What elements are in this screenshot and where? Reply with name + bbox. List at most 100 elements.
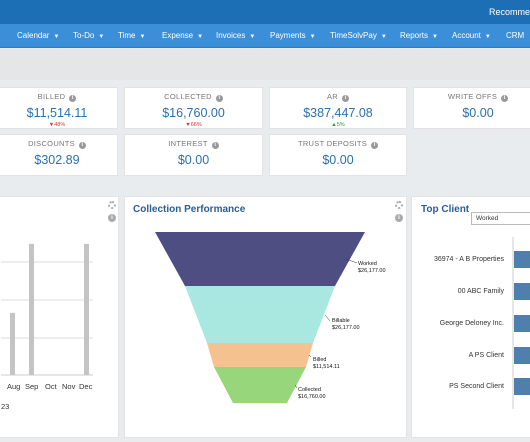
nav-label: Expense bbox=[162, 31, 194, 40]
main-nav: Calendar ▼ To-Do ▼ Time ▼ Expense ▼ Invoices… bbox=[0, 24, 530, 48]
client-label: 00 ABC Family bbox=[457, 288, 504, 295]
kpi-label: BILLED i bbox=[0, 92, 117, 102]
kpi-value: $16,760.00 bbox=[162, 106, 225, 120]
kpi-value: $0.00 bbox=[322, 153, 354, 167]
client-label: George Deloney Inc. bbox=[439, 320, 504, 327]
kpi-trust-deposits: TRUST DEPOSITS i $0.00 bbox=[269, 134, 407, 176]
client-bar[interactable] bbox=[514, 315, 530, 332]
client-bar[interactable] bbox=[514, 283, 530, 300]
kpi-label: DISCOUNTS i bbox=[0, 139, 117, 149]
nav-todo[interactable]: To-Do ▼ bbox=[73, 31, 104, 40]
client-bar[interactable] bbox=[514, 347, 530, 364]
client-bar[interactable] bbox=[514, 251, 530, 268]
nav-payments[interactable]: Payments ▼ bbox=[270, 31, 316, 40]
info-icon[interactable]: i bbox=[78, 142, 86, 149]
kpi-ar: AR i $387,447.08 ▲5% bbox=[269, 87, 407, 129]
arrow-down-icon: ▼ bbox=[185, 122, 191, 128]
kpi-label: AR i bbox=[270, 92, 406, 102]
funnel-stage-billed bbox=[207, 343, 313, 367]
sub-toolbar bbox=[0, 49, 530, 80]
month-bar[interactable] bbox=[84, 243, 89, 375]
kpi-label: WRITE OFFS i bbox=[414, 92, 530, 102]
kpi-interest: INTEREST i $0.00 bbox=[124, 134, 263, 176]
top-client-filter-select[interactable]: Worked bbox=[471, 212, 530, 225]
kpi-collected: COLLECTED i $16,760.00 ▼66% bbox=[124, 87, 263, 129]
kpi-value: $0.00 bbox=[177, 153, 210, 167]
kpi-value: $387,447.08 bbox=[303, 106, 373, 120]
funnel-label-worked: Worked $26,177.00 bbox=[358, 261, 386, 274]
kpi-label: COLLECTED i bbox=[125, 92, 262, 102]
gear-icon[interactable] bbox=[395, 201, 403, 209]
year-label: 23 bbox=[1, 402, 10, 411]
chevron-down-icon: ▼ bbox=[98, 34, 105, 40]
nav-label: Calendar bbox=[17, 31, 50, 40]
info-icon[interactable]: i bbox=[371, 142, 379, 149]
monthly-chart-panel: i Aug Sep Oct Nov Dec 23 bbox=[0, 196, 119, 438]
info-icon[interactable]: i bbox=[395, 214, 403, 222]
top-header: Recomme bbox=[0, 0, 530, 24]
info-icon[interactable]: i bbox=[215, 95, 223, 102]
info-icon[interactable]: i bbox=[501, 95, 509, 102]
chevron-down-icon: ▼ bbox=[139, 34, 146, 40]
client-label: PS Second Client bbox=[449, 383, 504, 390]
client-axis bbox=[512, 237, 514, 409]
funnel-label-billed: Billed $11,514.11 bbox=[313, 357, 340, 370]
kpi-label: INTEREST i bbox=[125, 139, 262, 149]
chevron-down-icon: ▼ bbox=[53, 34, 60, 40]
client-label: A PS Client bbox=[468, 352, 504, 359]
kpi-value: $0.00 bbox=[462, 106, 494, 120]
recommend-link[interactable]: Recomme bbox=[488, 7, 530, 17]
kpi-label: TRUST DEPOSITS i bbox=[270, 139, 406, 149]
kpi-value: $302.89 bbox=[34, 153, 80, 167]
chevron-down-icon: ▼ bbox=[249, 34, 256, 40]
top-client-panel: Top Client 36974 - A B Properties 00 ABC… bbox=[411, 196, 530, 438]
client-bar[interactable] bbox=[514, 378, 530, 395]
month-bar[interactable] bbox=[29, 243, 34, 375]
month-label: Nov bbox=[62, 382, 76, 391]
collection-performance-panel: Collection Performance i Worked $26,177.0… bbox=[124, 196, 407, 438]
kpi-delta: ▼48% bbox=[48, 122, 66, 128]
nav-label: Account bbox=[452, 31, 481, 40]
nav-label: CRM bbox=[506, 31, 525, 40]
client-label: 36974 - A B Properties bbox=[433, 256, 504, 263]
arrow-down-icon: ▼ bbox=[48, 122, 55, 128]
funnel-stage-billable bbox=[185, 286, 335, 343]
nav-timesolvpay[interactable]: TimeSolvPay ▼ bbox=[330, 31, 387, 40]
nav-time[interactable]: Time ▼ bbox=[118, 31, 145, 40]
nav-calendar[interactable]: Calendar ▼ bbox=[17, 31, 59, 40]
chevron-down-icon: ▼ bbox=[484, 34, 491, 40]
kpi-delta: ▲5% bbox=[331, 122, 345, 128]
nav-label: Reports bbox=[400, 31, 429, 40]
info-icon[interactable]: i bbox=[108, 214, 116, 222]
panel-title: Collection Performance bbox=[133, 204, 246, 215]
month-bar[interactable] bbox=[10, 312, 15, 375]
kpi-write-offs: WRITE OFFS i $0.00 bbox=[413, 87, 530, 129]
month-label: Aug bbox=[7, 382, 21, 391]
info-icon[interactable]: i bbox=[69, 95, 77, 102]
nav-invoices[interactable]: Invoices ▼ bbox=[216, 31, 255, 40]
chevron-down-icon: ▼ bbox=[432, 34, 438, 40]
kpi-billed: BILLED i $11,514.11 ▼48% bbox=[0, 87, 118, 129]
funnel-stage-worked bbox=[155, 232, 365, 286]
month-label: Oct bbox=[45, 382, 57, 391]
panel-title: Top Client bbox=[421, 204, 470, 215]
chevron-down-icon: ▼ bbox=[197, 34, 204, 40]
nav-account[interactable]: Account ▼ bbox=[452, 31, 491, 40]
info-icon[interactable]: i bbox=[342, 95, 350, 102]
nav-label: TimeSolvPay bbox=[330, 31, 377, 40]
nav-label: Payments bbox=[270, 31, 306, 40]
arrow-up-icon: ▲ bbox=[331, 122, 337, 128]
nav-reports[interactable]: Reports ▼ bbox=[400, 31, 438, 40]
info-icon[interactable]: i bbox=[211, 142, 219, 149]
funnel-chart bbox=[155, 232, 365, 403]
nav-expense[interactable]: Expense ▼ bbox=[162, 31, 203, 40]
chevron-down-icon: ▼ bbox=[309, 34, 316, 40]
gear-icon[interactable] bbox=[108, 201, 116, 209]
monthly-bar-chart bbox=[1, 243, 93, 376]
nav-crm[interactable]: CRM bbox=[506, 31, 524, 40]
nav-label: Time bbox=[118, 31, 136, 40]
funnel-label-collected: Collected $16,760.00 bbox=[298, 387, 326, 400]
nav-label: Invoices bbox=[216, 31, 246, 40]
funnel-stage-collected bbox=[214, 367, 306, 403]
nav-label: To-Do bbox=[73, 31, 95, 40]
